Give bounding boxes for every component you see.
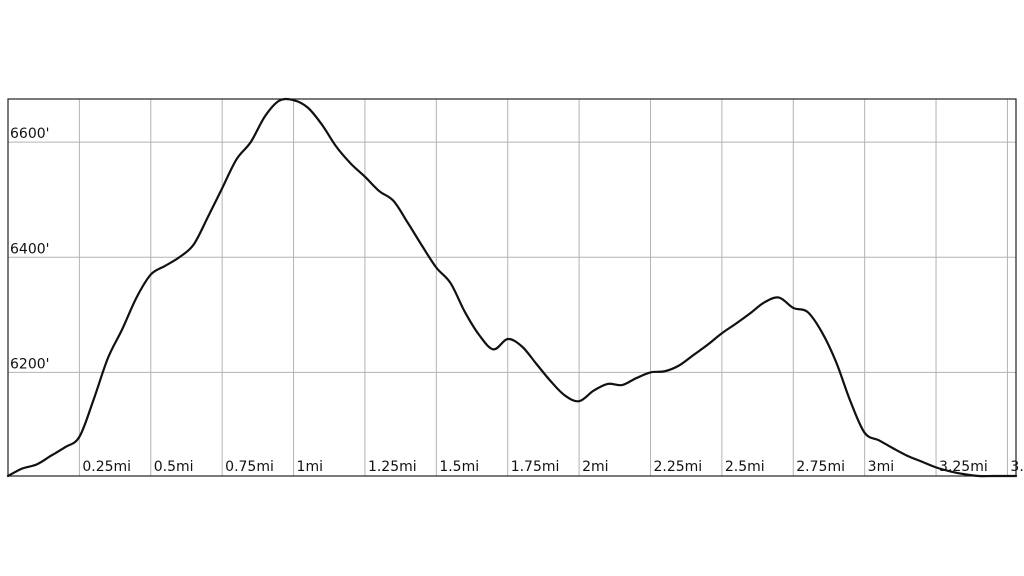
elevation-line	[6, 97, 1018, 478]
x-tick-label: 1.25mi	[368, 459, 417, 475]
x-tick-label: 0.5mi	[154, 459, 194, 475]
x-tick-label: 2.25mi	[653, 459, 702, 475]
y-tick-label: 6200'	[10, 356, 49, 372]
series-layer	[6, 97, 1018, 478]
y-tick-labels: 6200' 6400' 6600'	[10, 126, 49, 372]
x-tick-label: 2.75mi	[796, 459, 845, 475]
x-tick-labels: 0.25mi 0.5mi 0.75mi 1mi 1.25mi 1.5mi 1.75mi 2mi…	[82, 459, 1023, 475]
x-tick-label: 1.75mi	[511, 459, 560, 475]
plot-frame	[7, 98, 1017, 477]
plot-background	[8, 99, 1016, 476]
y-gridlines	[8, 141, 1016, 373]
x-tick-label: 1.5mi	[439, 459, 479, 475]
x-tick-label: 3mi	[868, 459, 894, 475]
x-tick-label: 3.	[1010, 459, 1023, 475]
x-tick-label: 0.75mi	[225, 459, 274, 475]
x-tick-label: 2mi	[582, 459, 608, 475]
x-tick-label: 3.25mi	[939, 459, 988, 475]
x-tick-label: 0.25mi	[82, 459, 131, 475]
x-tick-label: 2.5mi	[725, 459, 765, 475]
y-tick-label: 6600'	[10, 126, 49, 142]
y-tick-label: 6400'	[10, 241, 49, 257]
x-gridlines	[78, 99, 1008, 476]
x-tick-label: 1mi	[297, 459, 323, 475]
